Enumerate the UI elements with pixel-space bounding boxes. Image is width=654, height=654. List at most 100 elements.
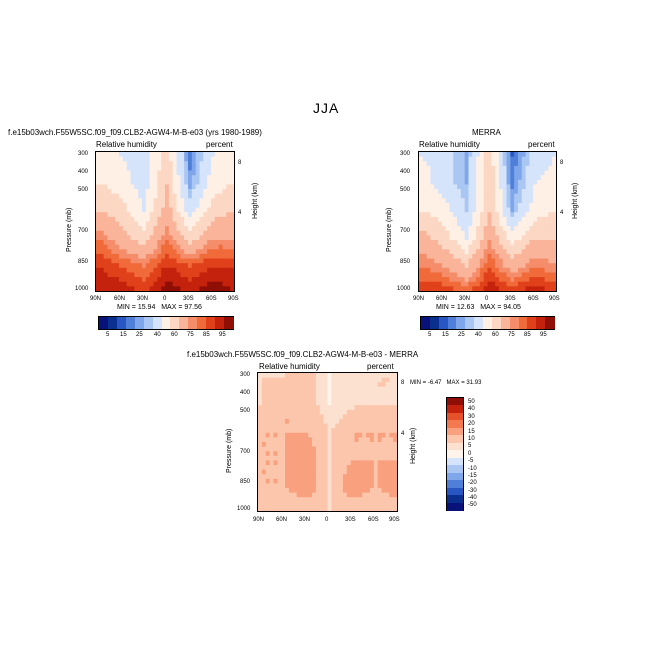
contour-cell-merra <box>453 286 458 291</box>
contour-cell-model <box>107 216 112 223</box>
contour-cell-merra <box>441 202 447 209</box>
contour-cell-difference <box>331 391 336 397</box>
contour-cell-merra <box>506 281 511 287</box>
contour-cell-difference <box>366 474 371 480</box>
contour-cell-merra <box>422 175 428 181</box>
contour-cell-merra <box>514 198 519 204</box>
contour-cell-merra <box>438 179 443 186</box>
contour-cell-model <box>111 207 116 213</box>
contour-cell-merra <box>521 253 527 260</box>
contour-cell-model <box>214 258 220 264</box>
contour-cell-merra <box>483 240 489 246</box>
contour-cell-model <box>161 272 166 278</box>
contour-cell-merra <box>525 286 530 291</box>
contour-cell-model <box>195 156 201 162</box>
contour-cell-model <box>184 184 189 190</box>
contour-cell-merra <box>422 240 428 246</box>
contour-cell-model <box>122 263 128 269</box>
contour-cell-difference <box>362 423 367 429</box>
contour-cell-merra <box>552 230 556 236</box>
contour-cell-merra <box>464 184 470 190</box>
contour-cell-difference <box>304 373 309 379</box>
contour-cell-merra <box>449 240 454 246</box>
contour-cell-difference <box>288 465 294 471</box>
contour-cell-model <box>199 170 204 176</box>
contour-cell-merra <box>533 179 538 186</box>
contour-cell-difference <box>265 396 271 402</box>
contour-cell-merra <box>521 165 527 172</box>
x-tick-90S-merra: 90S <box>549 296 560 302</box>
contour-cell-model <box>180 235 185 241</box>
contour-cell-merra <box>422 170 428 176</box>
contour-cell-difference <box>342 386 348 392</box>
contour-cell-merra <box>426 244 432 250</box>
contour-cell-merra <box>495 249 500 255</box>
contour-cell-model <box>199 207 204 213</box>
contour-cell-difference <box>300 409 305 415</box>
contour-cell-difference <box>389 506 394 511</box>
contour-cell-model <box>188 184 193 190</box>
contour-cell-merra <box>525 193 530 199</box>
contour-cell-model <box>230 161 234 167</box>
contour-cell-merra <box>514 152 519 158</box>
contour-cell-difference <box>350 382 356 388</box>
contour-cell-difference <box>369 423 375 429</box>
contour-cell-model <box>199 253 204 260</box>
contour-cell-model <box>195 267 201 274</box>
contour-cell-model <box>214 161 220 167</box>
contour-cell-difference <box>273 506 278 511</box>
cb-label-60-model: 60 <box>171 332 178 338</box>
contour-cell-model <box>115 286 120 291</box>
contour-cell-merra <box>479 253 485 260</box>
contour-cell-merra <box>491 277 496 283</box>
contour-cell-merra <box>502 253 508 260</box>
contour-cell-model <box>191 193 197 199</box>
contour-cell-difference <box>261 474 267 480</box>
contour-cell-model <box>165 156 170 162</box>
contour-cell-difference <box>312 492 317 498</box>
contour-cell-difference <box>296 451 302 457</box>
contour-cell-difference <box>335 414 340 420</box>
contour-cell-merra <box>495 226 500 232</box>
contour-cell-difference <box>350 373 356 379</box>
contour-cell-merra <box>540 272 546 278</box>
contour-cell-difference <box>323 400 329 406</box>
cb-label-15-merra: 15 <box>442 332 449 338</box>
contour-cell-difference <box>342 469 348 475</box>
contour-cell-difference <box>288 497 294 503</box>
contour-cell-difference <box>300 386 305 392</box>
y-tick-400-difference: 400 <box>240 390 251 396</box>
contour-cell-model <box>180 202 185 209</box>
contour-cell-merra <box>487 189 492 195</box>
contour-cell-model <box>142 170 147 176</box>
contour-cell-difference <box>331 419 336 425</box>
contour-cell-merra <box>533 286 538 291</box>
contour-cell-model <box>138 240 143 246</box>
contour-cell-model <box>230 165 234 172</box>
contour-cell-model <box>111 226 116 232</box>
contour-cell-merra <box>426 240 432 246</box>
contour-cell-difference <box>346 442 352 448</box>
contour-cell-difference <box>319 460 325 466</box>
contour-cell-difference <box>327 432 332 438</box>
contour-cell-merra <box>457 249 462 255</box>
contour-cell-difference <box>350 442 356 448</box>
contour-cell-difference <box>265 446 271 452</box>
contour-cell-model <box>226 249 231 255</box>
contour-cell-merra <box>552 258 556 264</box>
contour-cell-merra <box>422 226 428 232</box>
contour-cell-merra <box>445 281 451 287</box>
contour-cell-merra <box>434 263 439 269</box>
x-tick-60S-difference: 60S <box>368 517 379 523</box>
contour-cell-model <box>184 235 189 241</box>
contour-cell-merra <box>441 175 447 181</box>
contour-cell-merra <box>419 179 424 186</box>
contour-cell-merra <box>548 263 553 269</box>
contour-cell-merra <box>453 235 458 241</box>
contour-cell-merra <box>533 230 538 236</box>
contour-cell-merra <box>491 286 496 291</box>
contour-cell-difference <box>389 474 394 480</box>
contour-cell-difference <box>389 465 394 471</box>
contour-cell-model <box>191 244 197 250</box>
contour-cell-merra <box>479 281 485 287</box>
